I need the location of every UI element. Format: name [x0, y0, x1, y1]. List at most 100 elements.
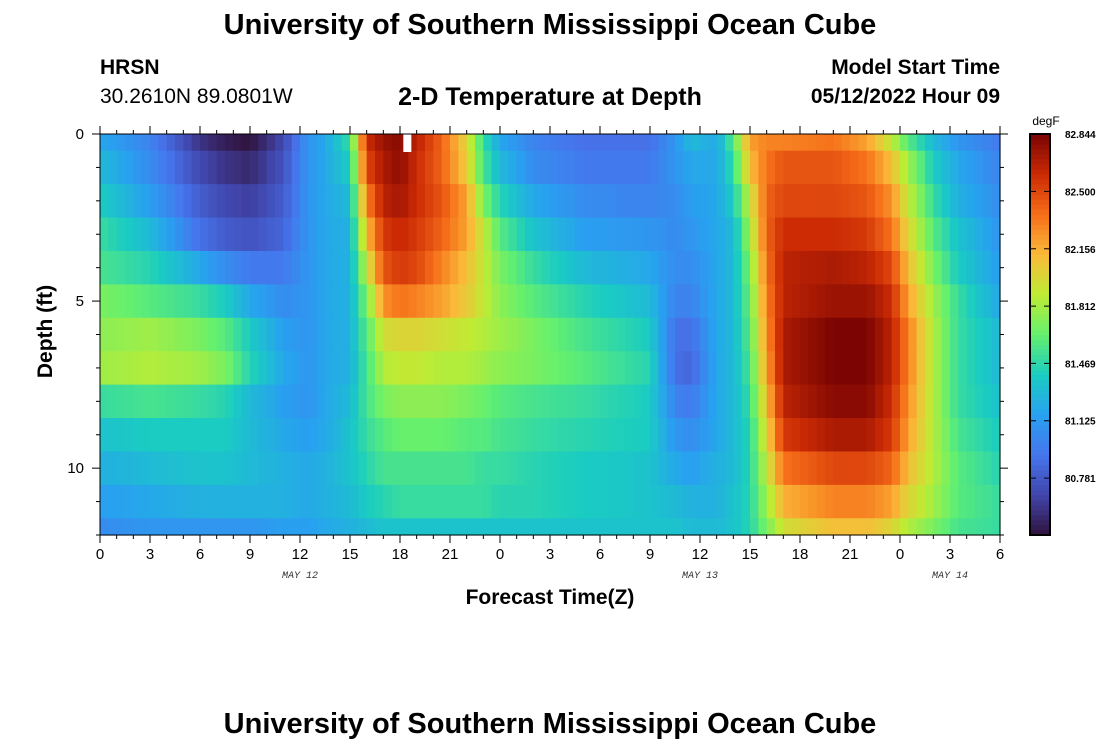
colorbar-segment — [1030, 464, 1050, 471]
heatmap-cell — [441, 518, 451, 536]
heatmap-cell — [300, 317, 309, 352]
heatmap-cell — [866, 451, 876, 486]
heatmap-cell — [375, 317, 384, 352]
heatmap-cell — [316, 284, 326, 319]
heatmap-cell — [191, 184, 201, 219]
heatmap-cell — [241, 134, 251, 152]
heatmap-cell — [850, 418, 859, 453]
heatmap-cell — [291, 484, 301, 519]
heatmap-cell — [225, 317, 234, 352]
heatmap-cell — [850, 351, 859, 386]
heatmap-cell — [558, 134, 568, 152]
heatmap-cell — [900, 150, 909, 185]
heatmap-cell — [116, 134, 126, 152]
heatmap-cell — [725, 384, 734, 419]
date-label: MAY 12 — [282, 571, 318, 582]
heatmap-cell — [941, 250, 951, 285]
heatmap-cell — [875, 418, 884, 453]
heatmap-cell — [208, 418, 218, 453]
heatmap-cell — [400, 384, 409, 419]
heatmap-cell — [300, 484, 309, 519]
heatmap-cell — [608, 484, 618, 519]
heatmap-cell — [266, 384, 276, 419]
heatmap-cell — [891, 518, 901, 536]
heatmap-cell — [683, 284, 693, 319]
heatmap-cell — [116, 518, 126, 536]
heatmap-cell — [108, 351, 118, 386]
heatmap-cell — [875, 518, 884, 536]
heatmap-cell — [425, 150, 434, 185]
heatmap-cell — [608, 351, 618, 386]
heatmap-cell — [566, 150, 576, 185]
heatmap-cell — [975, 134, 984, 152]
x-tick-label: 3 — [546, 546, 554, 563]
heatmap-cell — [275, 351, 284, 386]
heatmap-cell — [741, 317, 751, 352]
heatmap-cell — [208, 351, 218, 386]
heatmap-cell — [483, 484, 493, 519]
heatmap-cell — [158, 317, 168, 352]
heatmap-cell — [133, 134, 143, 152]
heatmap-cell — [691, 451, 701, 486]
heatmap-cell — [308, 217, 318, 252]
heatmap-cell — [883, 317, 893, 352]
heatmap-cell — [883, 250, 893, 285]
heatmap-cell — [116, 317, 126, 352]
heatmap-cell — [275, 184, 284, 219]
heatmap-cell — [191, 418, 201, 453]
heatmap-cell — [308, 484, 318, 519]
heatmap-cell — [466, 150, 476, 185]
heatmap-cell — [600, 284, 609, 319]
heatmap-cell — [150, 217, 159, 252]
heatmap-cell — [733, 134, 743, 152]
colorbar-segment — [1030, 184, 1050, 190]
heatmap-cell — [633, 384, 643, 419]
heatmap-cell — [716, 484, 726, 519]
heatmap-cell — [150, 134, 159, 152]
heatmap-cell — [541, 451, 551, 486]
heatmap-cell — [766, 217, 776, 252]
heatmap-cell — [708, 351, 718, 386]
heatmap-cell — [500, 451, 509, 486]
heatmap-cell — [266, 351, 276, 386]
heatmap-cell — [491, 351, 501, 386]
heatmap-cell — [775, 150, 784, 185]
heatmap-cell — [200, 451, 209, 486]
heatmap-cell — [925, 284, 934, 319]
heatmap-cell — [991, 351, 1001, 386]
heatmap-cell — [858, 134, 868, 152]
heatmap-cell — [641, 484, 651, 519]
heatmap-cell — [375, 351, 384, 386]
heatmap-cell — [950, 317, 959, 352]
heatmap-cell — [833, 518, 843, 536]
heatmap-cell — [641, 217, 651, 252]
heatmap-cell — [883, 184, 893, 219]
heatmap-cell — [775, 518, 784, 536]
heatmap-cell — [633, 184, 643, 219]
heatmap-cell — [300, 150, 309, 185]
heatmap-cell — [241, 150, 251, 185]
heatmap-cell — [225, 217, 234, 252]
heatmap-cell — [800, 418, 809, 453]
heatmap-cell — [441, 451, 451, 486]
heatmap-cell — [533, 451, 543, 486]
heatmap-cell — [525, 250, 534, 285]
heatmap-cell — [600, 384, 609, 419]
heatmap-cell — [400, 217, 409, 252]
heatmap-cell — [450, 134, 459, 152]
heatmap-cell — [458, 184, 468, 219]
station-coordinates: 30.2610N 89.0801W — [100, 85, 293, 108]
heatmap-cell — [450, 484, 459, 519]
heatmap-cell — [875, 217, 884, 252]
heatmap-cell — [866, 150, 876, 185]
heatmap-cell — [516, 351, 526, 386]
heatmap-cell — [991, 217, 1001, 252]
heatmap-cell — [391, 134, 401, 152]
colorbar-segment — [1030, 484, 1050, 491]
heatmap-cell — [733, 451, 743, 486]
heatmap-cell — [616, 518, 626, 536]
heatmap-cell — [491, 150, 501, 185]
heatmap-cell — [383, 518, 393, 536]
heatmap-cell — [291, 518, 301, 536]
heatmap-cell — [500, 150, 509, 185]
